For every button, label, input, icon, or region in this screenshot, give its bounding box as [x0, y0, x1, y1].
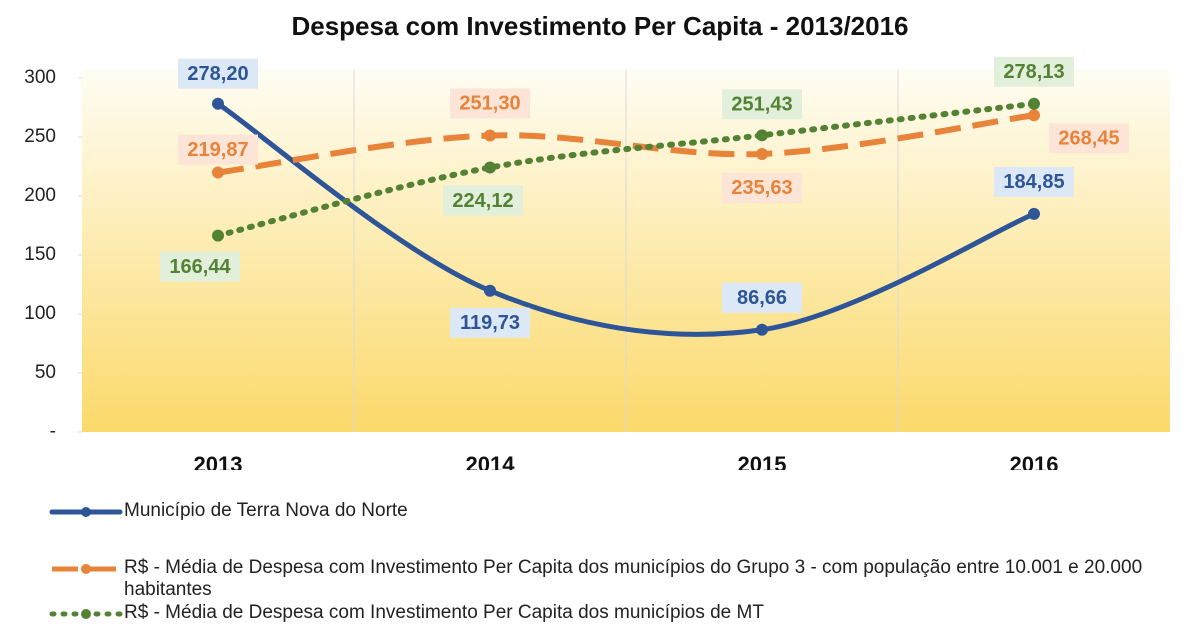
- y-tick-label: 50: [35, 362, 56, 383]
- series-line: [217, 112, 1035, 176]
- data-label: 235,63: [731, 177, 792, 199]
- data-point: [1028, 109, 1040, 122]
- data-label-box: [994, 166, 1074, 197]
- data-label: 251,30: [459, 93, 520, 115]
- legend-swatch: [52, 564, 120, 574]
- data-label: 268,45: [1058, 128, 1119, 150]
- x-tick-label: 2015: [738, 452, 787, 470]
- data-label: 278,20: [187, 63, 248, 85]
- data-point: [212, 166, 224, 179]
- legend-label: R$ - Média de Despesa com Investimento P…: [124, 602, 764, 623]
- legend-swatch: [49, 609, 123, 619]
- y-tick-label: 100: [24, 303, 56, 324]
- y-tick-label: 200: [24, 185, 56, 206]
- data-label-box: [722, 172, 802, 203]
- data-label: 119,73: [460, 312, 520, 334]
- data-label-box: [178, 58, 258, 89]
- x-tick-label: 2014: [466, 452, 516, 470]
- legend-item: R$ - Média de Despesa com Investimento P…: [48, 602, 1174, 624]
- data-label: 184,85: [1003, 171, 1064, 193]
- data-point: [212, 97, 224, 110]
- legend-label: R$ - Média de Despesa com Investimento P…: [124, 557, 1143, 600]
- x-tick-label: 2016: [1010, 452, 1059, 470]
- y-tick-label: 300: [24, 67, 56, 88]
- chart: Despesa com Investimento Per Capita - 20…: [24, 11, 1170, 470]
- data-label-box: [443, 185, 523, 216]
- data-point: [756, 129, 768, 142]
- legend-marker: [81, 507, 91, 517]
- y-tick-label: -: [50, 421, 56, 442]
- data-label: 224,12: [452, 190, 513, 212]
- data-label: 278,13: [1003, 61, 1064, 83]
- legend-marker: [81, 609, 91, 619]
- series-line: [215, 100, 1037, 239]
- legend-item: Município de Terra Nova do Norte: [48, 500, 1174, 522]
- data-label-box: [160, 251, 240, 282]
- legend-marker: [81, 564, 91, 574]
- legend-item: R$ - Média de Despesa com Investimento P…: [48, 557, 1174, 601]
- chart-title: Despesa com Investimento Per Capita - 20…: [291, 11, 908, 41]
- y-tick-label: 150: [24, 244, 56, 265]
- data-label-box: [178, 134, 258, 165]
- series-line: [215, 101, 1037, 337]
- data-label: 219,87: [187, 139, 248, 161]
- x-tick-label: 2013: [194, 452, 243, 470]
- data-point: [212, 229, 224, 242]
- data-label-box: [722, 282, 802, 313]
- data-point: [484, 129, 496, 142]
- data-label-box: [994, 56, 1074, 87]
- data-point: [756, 147, 768, 160]
- data-point: [484, 161, 496, 174]
- data-label: 166,44: [169, 256, 231, 278]
- data-label: 251,43: [731, 94, 792, 116]
- legend-label: Município de Terra Nova do Norte: [124, 500, 408, 521]
- data-label: 86,66: [737, 287, 787, 309]
- data-label-box: [450, 307, 530, 338]
- y-tick-label: 250: [24, 126, 56, 147]
- data-point: [1028, 97, 1040, 110]
- data-label-box: [450, 88, 530, 119]
- data-point: [756, 323, 768, 336]
- data-label-box: [722, 89, 802, 120]
- data-label-box: [1049, 123, 1129, 154]
- data-point: [1028, 207, 1040, 220]
- data-point: [484, 284, 496, 297]
- legend-swatch: [49, 507, 123, 517]
